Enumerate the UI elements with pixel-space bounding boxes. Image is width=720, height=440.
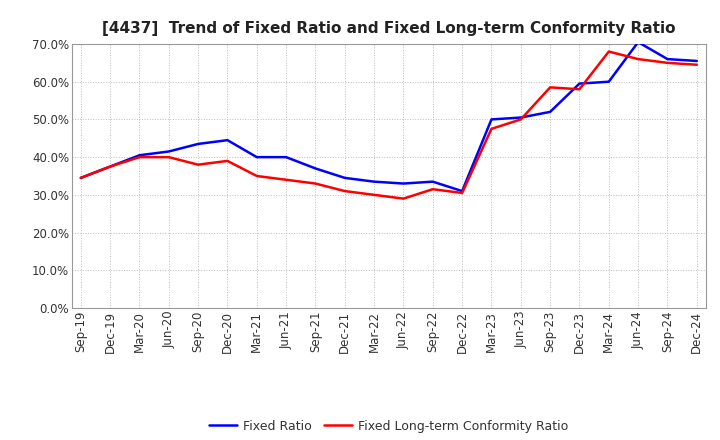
Fixed Ratio [76, 175, 85, 180]
Fixed Ratio [341, 175, 349, 180]
Fixed Ratio [223, 138, 232, 143]
Fixed Long-term Conformity Ratio [135, 154, 144, 160]
Fixed Long-term Conformity Ratio [546, 85, 554, 90]
Fixed Ratio [135, 153, 144, 158]
Fixed Ratio [575, 81, 584, 86]
Fixed Long-term Conformity Ratio [605, 49, 613, 54]
Fixed Long-term Conformity Ratio [282, 177, 290, 183]
Fixed Ratio [106, 164, 114, 169]
Fixed Ratio [516, 115, 525, 120]
Fixed Long-term Conformity Ratio [194, 162, 202, 167]
Fixed Ratio [487, 117, 496, 122]
Legend: Fixed Ratio, Fixed Long-term Conformity Ratio: Fixed Ratio, Fixed Long-term Conformity … [204, 414, 573, 437]
Fixed Ratio [663, 56, 672, 62]
Fixed Ratio [253, 154, 261, 160]
Line: Fixed Ratio: Fixed Ratio [81, 42, 697, 191]
Fixed Ratio [605, 79, 613, 84]
Title: [4437]  Trend of Fixed Ratio and Fixed Long-term Conformity Ratio: [4437] Trend of Fixed Ratio and Fixed Lo… [102, 21, 675, 36]
Fixed Ratio [282, 154, 290, 160]
Fixed Long-term Conformity Ratio [516, 117, 525, 122]
Fixed Ratio [428, 179, 437, 184]
Fixed Long-term Conformity Ratio [487, 126, 496, 132]
Line: Fixed Long-term Conformity Ratio: Fixed Long-term Conformity Ratio [81, 51, 697, 198]
Fixed Long-term Conformity Ratio [693, 62, 701, 67]
Fixed Long-term Conformity Ratio [106, 164, 114, 169]
Fixed Long-term Conformity Ratio [164, 154, 173, 160]
Fixed Ratio [458, 188, 467, 194]
Fixed Long-term Conformity Ratio [253, 173, 261, 179]
Fixed Long-term Conformity Ratio [223, 158, 232, 164]
Fixed Ratio [311, 166, 320, 171]
Fixed Long-term Conformity Ratio [663, 60, 672, 66]
Fixed Long-term Conformity Ratio [575, 87, 584, 92]
Fixed Long-term Conformity Ratio [370, 192, 379, 198]
Fixed Long-term Conformity Ratio [399, 196, 408, 201]
Fixed Long-term Conformity Ratio [76, 175, 85, 180]
Fixed Ratio [546, 109, 554, 114]
Fixed Ratio [634, 40, 642, 45]
Fixed Ratio [693, 59, 701, 64]
Fixed Long-term Conformity Ratio [458, 191, 467, 196]
Fixed Long-term Conformity Ratio [311, 181, 320, 186]
Fixed Ratio [164, 149, 173, 154]
Fixed Ratio [399, 181, 408, 186]
Fixed Ratio [194, 141, 202, 147]
Fixed Long-term Conformity Ratio [428, 187, 437, 192]
Fixed Long-term Conformity Ratio [341, 188, 349, 194]
Fixed Ratio [370, 179, 379, 184]
Fixed Long-term Conformity Ratio [634, 56, 642, 62]
